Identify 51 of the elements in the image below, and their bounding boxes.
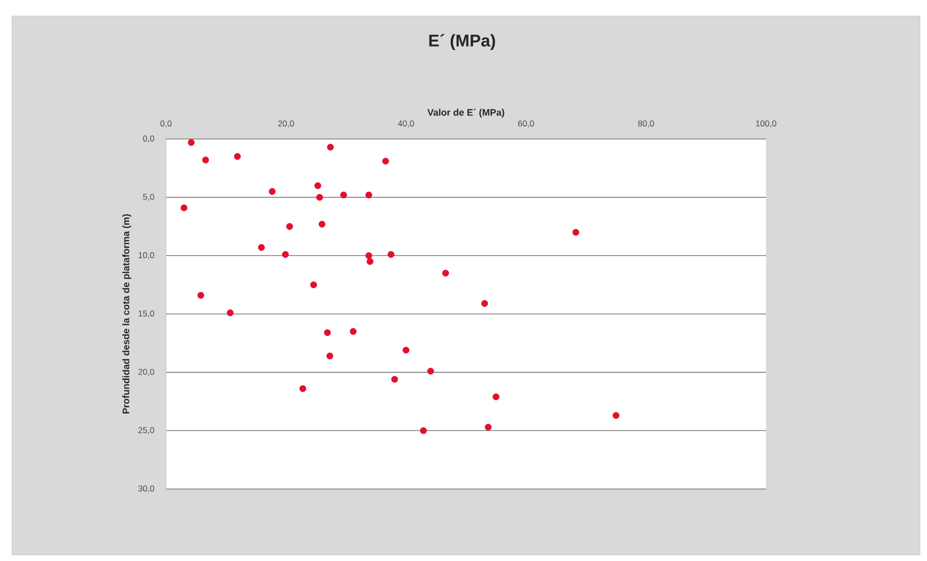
point <box>391 376 398 383</box>
y-tick-label: 15,0 <box>138 310 154 318</box>
point <box>202 156 209 164</box>
point <box>427 368 434 375</box>
point <box>388 251 394 258</box>
point <box>316 194 323 201</box>
point <box>188 139 195 146</box>
point <box>326 352 334 360</box>
chart-title: E´ (MPa) <box>429 34 496 50</box>
point <box>258 244 265 251</box>
point <box>314 182 322 190</box>
point <box>299 385 306 392</box>
point <box>572 228 580 236</box>
x-tick-label: 40,0 <box>398 120 414 128</box>
point <box>282 251 289 258</box>
point <box>340 192 347 198</box>
point <box>197 292 204 299</box>
x-tick-label: 20,0 <box>278 120 294 128</box>
point <box>327 144 334 151</box>
point <box>484 424 492 431</box>
x-axis-title: Valor de E´ (MPa) <box>427 108 504 118</box>
point <box>492 393 500 400</box>
point <box>310 281 317 288</box>
point <box>481 300 488 307</box>
y-tick-label: 30,0 <box>138 486 154 492</box>
y-tick-label: 25,0 <box>138 427 154 434</box>
point <box>286 223 293 230</box>
y-axis-title: Profundidad desde la cota de plataforma (m) <box>122 214 132 414</box>
point <box>366 258 374 265</box>
point <box>442 270 449 277</box>
x-tick-label: 80,0 <box>638 120 654 128</box>
point <box>234 153 241 160</box>
point <box>612 412 620 419</box>
point <box>382 158 389 165</box>
point <box>350 328 357 335</box>
point <box>420 427 427 434</box>
point <box>268 188 276 195</box>
x-tick-label: 60,0 <box>518 120 534 128</box>
point <box>324 329 331 336</box>
point <box>318 220 326 228</box>
point <box>365 192 372 198</box>
y-tick-label: 10,0 <box>138 252 154 260</box>
y-tick-label: 0,0 <box>143 136 154 142</box>
point <box>226 309 234 316</box>
point <box>180 204 188 212</box>
point <box>365 252 372 260</box>
point <box>402 346 410 354</box>
x-tick-label: 0,0 <box>160 120 172 128</box>
y-tick-label: 20,0 <box>138 368 154 376</box>
x-tick-label: 100,0 <box>756 120 776 128</box>
y-tick-label: 5,0 <box>143 194 154 201</box>
